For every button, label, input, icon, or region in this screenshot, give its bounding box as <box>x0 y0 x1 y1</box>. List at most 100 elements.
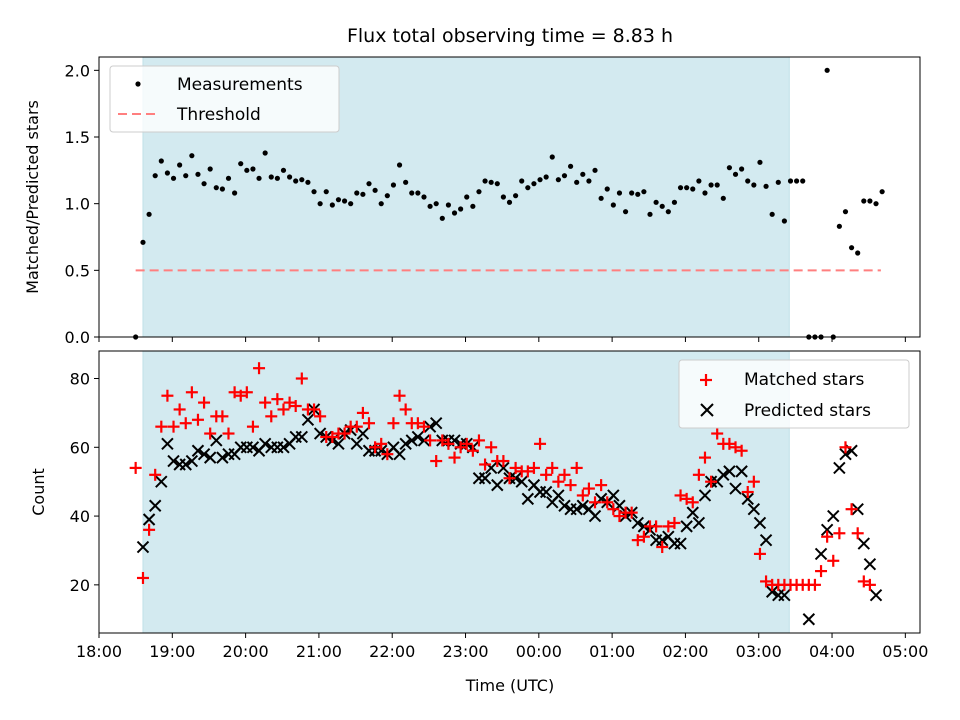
predicted-star-point <box>515 475 528 488</box>
matched-star-point <box>129 461 142 474</box>
measurement-point <box>366 181 372 187</box>
predicted-star-point <box>576 499 590 512</box>
measurement-point <box>781 218 787 224</box>
measurement-point <box>824 67 830 73</box>
measurement-point <box>323 189 329 195</box>
predicted-star-point <box>203 451 217 464</box>
measurement-point <box>549 154 555 160</box>
matched-star-point <box>686 496 699 509</box>
matched-star-point <box>295 372 308 385</box>
ratio-y-axis-label: Matched/Predicted stars <box>23 100 42 294</box>
predicted-star-point <box>197 447 211 461</box>
matched-star-point <box>827 554 840 567</box>
measurement-point <box>170 175 177 181</box>
predicted-star-point <box>802 613 816 626</box>
ratio-y-ticks: 0.0 0.5 1.0 1.5 2.0 <box>65 61 99 347</box>
predicted-star-point <box>863 558 877 571</box>
matched-star-point <box>454 441 467 454</box>
matched-star-point <box>240 386 253 399</box>
measurement-point <box>622 209 629 215</box>
matched-star-point <box>534 437 547 450</box>
predicted-star-point <box>393 447 406 461</box>
matched-star-point <box>185 386 198 399</box>
matched-star-point <box>191 413 204 426</box>
measurement-point <box>610 202 616 208</box>
matched-star-point <box>747 475 760 488</box>
measurement-point <box>213 185 219 191</box>
matched-star-point <box>387 417 400 430</box>
matched-star-point <box>381 448 394 461</box>
measurement-points <box>133 67 885 340</box>
predicted-star-point <box>759 533 773 547</box>
matched-star-point <box>216 410 229 423</box>
measurement-point <box>659 203 665 209</box>
matched-star-point <box>308 403 321 416</box>
measurement-point <box>311 189 317 195</box>
chart-title: Flux total observing time = 8.83 h <box>347 25 673 47</box>
x-tick-label: 05:00 <box>882 642 928 661</box>
predicted-star-point <box>570 502 583 516</box>
matched-star-point <box>705 475 718 488</box>
matched-star-point <box>485 441 498 454</box>
matched-star-point <box>723 437 736 450</box>
matched-star-point <box>503 472 516 485</box>
measurement-point <box>244 167 250 173</box>
predicted-star-point <box>148 499 162 512</box>
measurement-point <box>677 185 684 191</box>
matched-star-point <box>552 475 565 488</box>
measurement-point <box>403 179 409 185</box>
matched-star-point <box>570 461 583 474</box>
count-panel-frame <box>98 350 921 634</box>
measurement-point <box>158 158 164 164</box>
matched-star-point <box>259 396 272 409</box>
measurement-point <box>745 178 751 184</box>
matched-star-point <box>863 578 876 591</box>
ratio-panel-frame <box>98 56 921 338</box>
measurement-point <box>317 201 323 207</box>
matched-star-point <box>589 496 602 509</box>
measurement-point <box>354 190 360 196</box>
matched-star-point <box>808 578 821 591</box>
matched-star-point <box>430 455 443 468</box>
predicted-star-point <box>179 458 192 471</box>
measurement-point <box>635 191 641 197</box>
measurement-point <box>488 179 494 185</box>
x-tick-label: 01:00 <box>589 642 635 661</box>
matched-star-point <box>674 489 687 502</box>
measurement-point <box>256 175 262 181</box>
legend-predicted-label: Predicted stars <box>744 401 871 421</box>
measurement-point <box>360 191 366 197</box>
predicted-star-point <box>723 465 736 478</box>
predicted-star-point <box>210 434 223 447</box>
measurement-point <box>280 167 287 173</box>
predicted-star-point <box>509 472 522 485</box>
measurement-point <box>390 182 397 188</box>
predicted-star-point <box>167 454 180 468</box>
measurement-point <box>848 245 855 251</box>
legend-matched-marker <box>700 374 712 386</box>
x-tick-label: 21:00 <box>296 642 342 661</box>
predicted-star-point <box>301 413 315 426</box>
count-legend: Matched stars Predicted stars <box>678 359 910 429</box>
predicted-star-point <box>686 506 699 519</box>
predicted-star-point <box>631 516 644 530</box>
measurement-point <box>726 165 733 171</box>
predicted-star-point <box>142 513 156 526</box>
measurement-point <box>519 178 525 184</box>
matched-star-point <box>198 396 211 409</box>
predicted-star-point <box>820 523 834 537</box>
matched-star-point <box>601 496 614 509</box>
y-tick-label: 1.0 <box>65 195 90 214</box>
y-tick-label: 20 <box>70 576 90 595</box>
predicted-star-point <box>656 533 669 547</box>
measurement-point <box>769 211 775 217</box>
matched-star-point <box>393 389 406 402</box>
matched-star-point <box>265 410 278 423</box>
measurement-point <box>183 173 189 179</box>
predicted-star-point <box>185 454 199 468</box>
y-tick-label: 80 <box>70 370 90 389</box>
predicted-star-point <box>246 441 260 454</box>
matched-star-point <box>760 575 773 588</box>
measurement-point <box>470 203 476 209</box>
measurement-point <box>335 197 342 203</box>
